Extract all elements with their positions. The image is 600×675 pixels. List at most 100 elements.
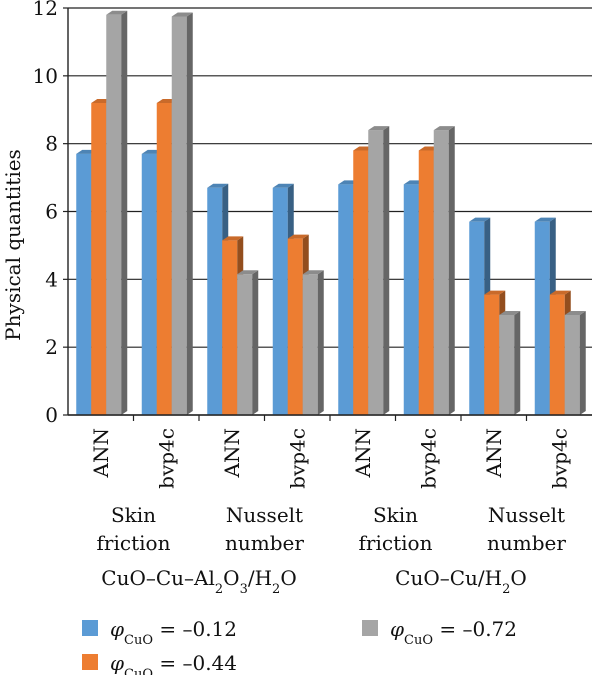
bar xyxy=(91,102,107,415)
quantity-label: friction xyxy=(97,531,171,555)
y-tick-label: 8 xyxy=(45,132,58,156)
bar-side xyxy=(317,270,324,415)
bar xyxy=(368,130,384,415)
x-tick-labels: ANN bvp4c ANN bvp4c ANN bvp4c ANN bvp4c xyxy=(89,428,572,489)
x-tick-label: bvp4c xyxy=(154,428,178,489)
legend-label: φCuO = –0.72 xyxy=(390,617,517,648)
fluid-label-subscript: 2 xyxy=(272,582,280,597)
bar-top xyxy=(302,270,324,275)
bar-top xyxy=(499,310,521,315)
bar xyxy=(287,238,303,415)
legend-subscript: CuO xyxy=(124,667,153,675)
bar-top xyxy=(549,290,571,295)
x-tick-label: bvp4c xyxy=(416,428,440,489)
legend-symbol: φ xyxy=(110,617,124,641)
axes xyxy=(63,7,592,421)
bar xyxy=(141,153,157,415)
bar xyxy=(403,184,419,415)
bar-top xyxy=(207,183,229,188)
legend-label: φCuO = –0.12 xyxy=(110,617,237,648)
bar xyxy=(171,16,187,416)
fluid-label-subscript: 3 xyxy=(240,582,248,597)
fluid-label-part: CuO–Cu/H xyxy=(395,566,502,590)
bar-top xyxy=(287,234,309,239)
y-tick-labels: 0 2 4 6 8 10 12 xyxy=(33,0,58,427)
quantity-label: Skin xyxy=(373,503,418,527)
bar xyxy=(484,294,500,415)
bar xyxy=(418,150,434,415)
legend-value: = –0.44 xyxy=(153,651,237,675)
quantity-label: friction xyxy=(359,531,433,555)
x-tick-label: bvp4c xyxy=(285,428,309,489)
bar-top xyxy=(484,290,506,295)
fluid-label: CuO–Cu/H2O xyxy=(395,566,527,597)
legend-swatch xyxy=(82,654,98,670)
bar-side xyxy=(579,310,586,415)
bar xyxy=(353,150,369,415)
fluid-label-part: /H xyxy=(248,566,272,590)
x-tick-label: ANN xyxy=(220,428,244,478)
bar xyxy=(207,187,223,415)
bar-side xyxy=(121,10,128,416)
y-tick-label: 2 xyxy=(45,335,58,359)
x-tick-label: ANN xyxy=(482,428,506,478)
fluid-label-subscript: 2 xyxy=(502,582,510,597)
y-tick-label: 6 xyxy=(45,200,58,224)
bar-side xyxy=(448,126,455,415)
fluid-label-part: O xyxy=(280,566,296,590)
fluid-label-subscript: 2 xyxy=(215,582,223,597)
bar-top xyxy=(272,183,294,188)
fluid-label: CuO–Cu–Al2O3/H2O xyxy=(101,566,296,597)
bar-top xyxy=(564,310,586,315)
legend-symbol: φ xyxy=(110,651,124,675)
bar xyxy=(549,294,565,415)
y-axis-label: Physical quantities xyxy=(1,149,25,341)
bar-top xyxy=(534,217,556,222)
bar xyxy=(534,221,550,415)
bar xyxy=(222,240,238,415)
bar-top xyxy=(469,217,491,222)
legend-symbol: φ xyxy=(390,617,404,641)
x-tick-label: ANN xyxy=(351,428,375,478)
quantity-label: Skin xyxy=(111,503,156,527)
quantity-label: Nusselt xyxy=(488,503,565,527)
y-tick-label: 4 xyxy=(45,267,58,291)
bar-side xyxy=(383,126,390,415)
y-tick-label: 0 xyxy=(45,403,58,427)
bar-side xyxy=(186,12,193,416)
legend-swatch xyxy=(362,620,378,636)
y-tick-label: 12 xyxy=(33,0,58,20)
bar-top xyxy=(237,270,259,275)
legend-subscript: CuO xyxy=(124,633,153,648)
bar xyxy=(156,102,172,415)
bar-side xyxy=(252,270,259,415)
bars xyxy=(76,10,586,416)
legend-value: = –0.12 xyxy=(153,617,237,641)
fluid-label-part: O xyxy=(223,566,239,590)
bar xyxy=(433,130,449,415)
y-tick-label: 10 xyxy=(33,64,58,88)
x-tick-label: ANN xyxy=(89,428,113,478)
fluid-label-part: O xyxy=(510,566,526,590)
bar xyxy=(76,153,92,415)
bar xyxy=(338,184,354,415)
bar xyxy=(272,187,288,415)
bar-top xyxy=(433,126,455,131)
bar-side xyxy=(514,310,521,415)
legend-label: φCuO = –0.44 xyxy=(110,651,237,675)
fluid-label-part: CuO–Cu–Al xyxy=(101,566,215,590)
bar-top xyxy=(106,10,128,15)
legend-value: = –0.72 xyxy=(433,617,517,641)
bar-top xyxy=(171,12,193,17)
quantity-label: number xyxy=(487,531,566,555)
bar xyxy=(499,314,515,415)
bar-top xyxy=(368,126,390,131)
bar xyxy=(469,221,485,415)
quantity-label: Nusselt xyxy=(226,503,303,527)
group-labels: Skin friction Nusselt number Skin friction Nus… xyxy=(97,503,567,597)
legend-subscript: CuO xyxy=(404,633,433,648)
legend-swatch xyxy=(82,620,98,636)
bar xyxy=(106,14,122,416)
